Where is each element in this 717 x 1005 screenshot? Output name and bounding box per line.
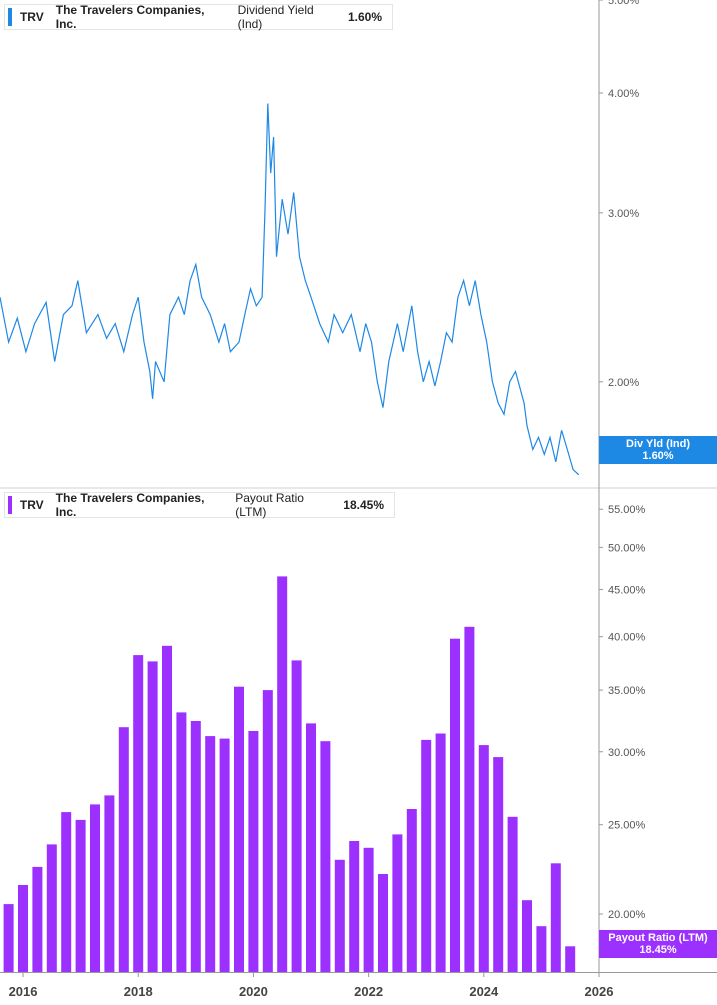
payout-ratio-bar: [493, 757, 504, 972]
top-y-tick-label: 4.00%: [608, 88, 639, 100]
bottom-y-tick-label: 25.00%: [608, 820, 646, 832]
x-tick-label: 2026: [585, 984, 614, 999]
payout-ratio-bar: [349, 841, 360, 972]
payout-ratio-bar: [406, 809, 417, 972]
bottom-legend-company: The Travelers Companies, Inc.: [55, 491, 205, 519]
payout-ratio-bar: [32, 866, 43, 972]
payout-ratio-bar: [162, 645, 172, 972]
bottom-legend-value: 18.45%: [343, 498, 384, 512]
top-legend-company: The Travelers Companies, Inc.: [55, 3, 205, 31]
payout-ratio-bar: [320, 741, 331, 972]
bottom-y-tick-label: 30.00%: [608, 747, 646, 759]
x-tick-label: 2018: [124, 984, 153, 999]
top-y-tick-label: 5.00%: [608, 0, 639, 7]
bottom-value-tag: Payout Ratio (LTM) 18.45%: [599, 930, 717, 958]
payout-ratio-bar: [18, 885, 28, 972]
x-tick-label: 2022: [354, 984, 383, 999]
payout-ratio-bar: [248, 731, 259, 972]
payout-ratio-bar: [536, 926, 547, 972]
bottom-legend-swatch: [8, 496, 12, 514]
bottom-y-tick-label: 55.00%: [608, 504, 646, 516]
x-tick-label: 2024: [469, 984, 499, 999]
payout-ratio-bar: [234, 686, 244, 972]
payout-ratio-bar: [90, 804, 100, 972]
bottom-tag-value: 18.45%: [639, 944, 677, 956]
top-tag-label: Div Yld (Ind): [626, 438, 690, 450]
bottom-y-tick-label: 40.00%: [608, 632, 646, 644]
top-y-tick-label: 3.00%: [608, 208, 639, 220]
payout-ratio-bar: [464, 626, 475, 972]
payout-ratio-bar: [378, 874, 388, 972]
payout-ratio-bar: [46, 844, 57, 972]
payout-ratio-bar: [291, 660, 302, 972]
payout-ratio-bar: [435, 733, 446, 972]
bottom-y-tick-label: 20.00%: [608, 909, 646, 921]
top-y-tick-label: 2.00%: [608, 377, 639, 389]
payout-ratio-bar: [61, 812, 72, 972]
payout-ratio-bar: [334, 859, 345, 972]
payout-ratio-bar: [118, 727, 129, 972]
payout-ratio-bar: [104, 795, 115, 972]
payout-ratio-bar: [190, 721, 201, 972]
payout-ratio-bar: [550, 863, 561, 972]
payout-ratio-bar: [147, 661, 158, 972]
payout-ratio-bar: [565, 946, 576, 972]
bottom-legend-indicator: Payout Ratio (LTM): [235, 491, 304, 519]
bottom-y-tick-label: 50.00%: [608, 542, 646, 554]
payout-ratio-bar: [507, 816, 518, 972]
payout-ratio-bar: [421, 739, 432, 972]
payout-ratio-bar: [3, 904, 14, 972]
payout-ratio-bar: [522, 900, 532, 972]
top-tag-value: 1.60%: [642, 450, 674, 462]
payout-ratio-bar: [450, 638, 460, 972]
payout-ratio-bar: [205, 736, 216, 972]
top-legend-ticker: TRV: [19, 10, 44, 24]
x-axis: 2016 2018 2020 2022 2024 2026: [9, 972, 614, 999]
x-tick-label: 2020: [239, 984, 268, 999]
payout-ratio-bar: [392, 834, 403, 972]
payout-ratio-bar: [363, 847, 374, 972]
payout-ratio-bar: [277, 576, 288, 972]
payout-ratio-bar: [219, 738, 230, 972]
x-tick-label: 2016: [9, 984, 38, 999]
dividend-yield-line: [0, 103, 580, 476]
bottom-legend-ticker: TRV: [19, 498, 44, 512]
bottom-y-tick-label: 35.00%: [608, 685, 646, 697]
bottom-y-tick-label: 45.00%: [608, 585, 646, 597]
payout-ratio-bar: [306, 723, 316, 972]
bottom-tag-label: Payout Ratio (LTM): [608, 932, 708, 944]
payout-ratio-panel: 20.00% 25.00% 30.00% 35.00% 40.00% 45.00% 50.0…: [3, 504, 646, 972]
top-value-tag: Div Yld (Ind) 1.60%: [599, 436, 717, 464]
top-legend: TRV The Travelers Companies, Inc. Divide…: [4, 3, 393, 31]
payout-ratio-bar: [262, 690, 273, 972]
dividend-yield-panel: 2.00% 3.00% 4.00% 5.00%: [0, 0, 639, 476]
payout-ratio-bar: [133, 655, 144, 972]
top-legend-indicator: Dividend Yield (Ind): [237, 3, 314, 31]
payout-ratio-bar: [176, 712, 187, 972]
payout-ratio-bar: [478, 745, 489, 972]
top-legend-value: 1.60%: [347, 10, 382, 24]
bottom-legend: TRV The Travelers Companies, Inc. Payout…: [4, 491, 395, 519]
payout-ratio-bar: [75, 819, 86, 972]
top-legend-swatch: [8, 8, 12, 26]
